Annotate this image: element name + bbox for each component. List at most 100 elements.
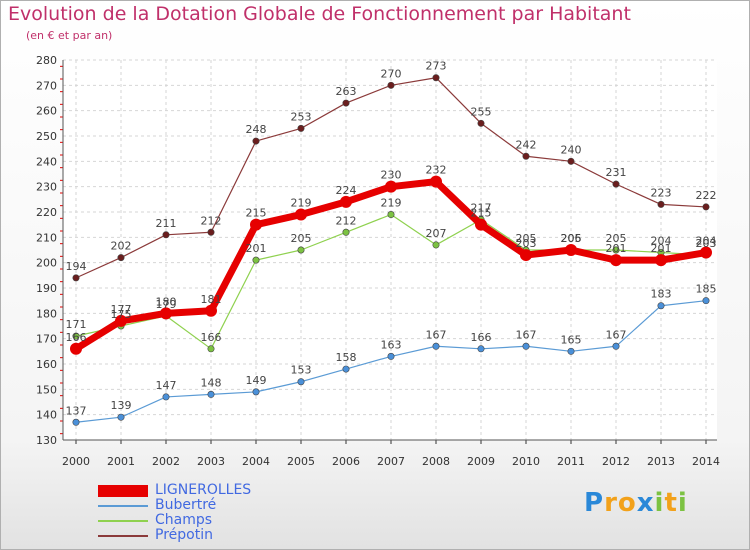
- data-point: [657, 200, 665, 208]
- data-label: 201: [651, 242, 672, 255]
- x-tick-label: 2011: [557, 455, 585, 468]
- data-point: [162, 393, 170, 401]
- data-label: 205: [516, 232, 537, 245]
- data-point: [72, 274, 80, 282]
- y-tick-label: 250: [36, 130, 57, 143]
- legend-item-bubertre: Bubertré: [98, 497, 358, 513]
- data-label: 179: [156, 298, 177, 311]
- y-tick-label: 200: [36, 257, 57, 270]
- data-label: 205: [291, 232, 312, 245]
- data-label: 166: [66, 331, 87, 344]
- data-label: 194: [66, 260, 87, 273]
- data-label: 224: [336, 184, 357, 197]
- data-point: [567, 157, 575, 165]
- data-label: 201: [606, 242, 627, 255]
- data-label: 165: [561, 333, 582, 346]
- y-tick-label: 220: [36, 206, 57, 219]
- data-label: 166: [201, 331, 222, 344]
- data-label: 273: [426, 60, 447, 73]
- data-point: [72, 418, 80, 426]
- data-point: [297, 378, 305, 386]
- data-label: 263: [336, 85, 357, 98]
- data-label: 175: [111, 308, 132, 321]
- data-point: [207, 390, 215, 398]
- legend-swatch-champs: [98, 520, 148, 522]
- data-point: [72, 332, 80, 340]
- data-point: [387, 211, 395, 219]
- data-point: [432, 241, 440, 249]
- data-point: [700, 246, 712, 259]
- data-point: [297, 124, 305, 132]
- x-tick-label: 2010: [512, 455, 540, 468]
- data-label: 158: [336, 351, 357, 364]
- data-label: 219: [291, 197, 312, 210]
- data-point: [477, 345, 485, 353]
- data-label: 206: [561, 232, 582, 245]
- data-point: [430, 175, 442, 188]
- data-point: [702, 203, 710, 211]
- data-point: [610, 254, 622, 267]
- data-label: 167: [426, 328, 447, 341]
- y-tick-label: 230: [36, 181, 57, 194]
- data-label: 137: [66, 404, 87, 417]
- legend-item-champs: Champs: [98, 512, 358, 528]
- logo-letter: r: [604, 488, 618, 518]
- x-tick-label: 2005: [287, 455, 315, 468]
- data-label: 207: [426, 227, 447, 240]
- data-label: 215: [246, 207, 267, 220]
- legend-label-bubertre: Bubertré: [155, 497, 217, 513]
- data-point: [342, 228, 350, 236]
- x-tick-label: 2014: [692, 455, 720, 468]
- data-label: 270: [381, 67, 402, 80]
- legend-label-champs: Champs: [155, 512, 213, 528]
- data-point: [475, 218, 487, 231]
- legend-label-prepotin: Prépotin: [155, 527, 213, 543]
- x-tick-label: 2008: [422, 455, 450, 468]
- proxiti-logo: Proxiti: [584, 488, 688, 518]
- y-tick-label: 180: [36, 307, 57, 320]
- data-point: [252, 256, 260, 264]
- legend-swatch-bubertre: [98, 505, 148, 507]
- legend-item-prepotin: Prépotin: [98, 527, 358, 543]
- data-label: 167: [516, 328, 537, 341]
- data-label: 177: [111, 303, 132, 316]
- data-label: 215: [471, 207, 492, 220]
- x-tick-label: 2000: [62, 455, 90, 468]
- y-tick-label: 260: [36, 105, 57, 118]
- data-point: [295, 208, 307, 221]
- data-point: [205, 304, 217, 317]
- y-tick-label: 130: [36, 434, 57, 447]
- y-tick-label: 240: [36, 155, 57, 168]
- data-point: [655, 254, 667, 267]
- data-point: [342, 99, 350, 107]
- data-point: [432, 74, 440, 82]
- legend-item-lignerolles: LIGNEROLLES: [98, 482, 358, 498]
- data-point: [250, 218, 262, 231]
- data-label: 204: [696, 235, 717, 248]
- data-point: [477, 119, 485, 127]
- data-label: 205: [606, 232, 627, 245]
- data-label: 242: [516, 138, 537, 151]
- data-label: 212: [201, 214, 222, 227]
- logo-letter: x: [636, 488, 655, 518]
- data-label: 231: [606, 166, 627, 179]
- x-tick-label: 2012: [602, 455, 630, 468]
- logo-letter: P: [584, 488, 605, 518]
- data-point: [657, 302, 665, 310]
- y-tick-label: 150: [36, 383, 57, 396]
- data-label: 147: [156, 379, 177, 392]
- x-tick-label: 2004: [242, 455, 270, 468]
- data-label: 139: [111, 399, 132, 412]
- legend-swatch-lignerolles: [98, 485, 148, 497]
- data-label: 148: [201, 376, 222, 389]
- data-point: [297, 246, 305, 254]
- logo-letter: i: [654, 488, 665, 518]
- x-tick-label: 2013: [647, 455, 675, 468]
- data-label: 167: [606, 328, 627, 341]
- data-point: [612, 180, 620, 188]
- data-label: 202: [111, 240, 132, 253]
- data-point: [115, 314, 127, 327]
- data-point: [342, 365, 350, 373]
- data-label: 230: [381, 169, 402, 182]
